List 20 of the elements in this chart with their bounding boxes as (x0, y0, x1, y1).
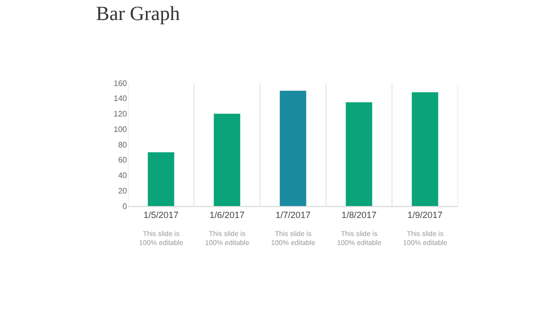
bar (148, 152, 174, 206)
y-tick-label: 20 (118, 186, 128, 196)
y-tick-label: 60 (118, 156, 128, 165)
y-tick-label: 40 (118, 171, 128, 180)
chart-title: Bar Graph (96, 3, 180, 25)
x-tick-label: 1/9/2017 (407, 210, 443, 220)
bar (412, 92, 438, 206)
y-tick-label: 80 (118, 140, 128, 150)
x-tick-label: 1/6/2017 (209, 210, 245, 220)
x-tick-label: 1/7/2017 (275, 210, 311, 220)
y-tick-label: 120 (114, 110, 128, 119)
y-tick-label: 160 (114, 78, 128, 88)
y-tick-label: 100 (114, 124, 128, 134)
y-tick-label: 0 (122, 202, 128, 211)
bar (214, 114, 240, 206)
x-tick-label: 1/8/2017 (341, 210, 377, 220)
bar (346, 102, 372, 206)
y-tick-label: 140 (114, 94, 128, 104)
bar (280, 90, 306, 206)
x-tick-label: 1/5/2017 (143, 210, 179, 220)
